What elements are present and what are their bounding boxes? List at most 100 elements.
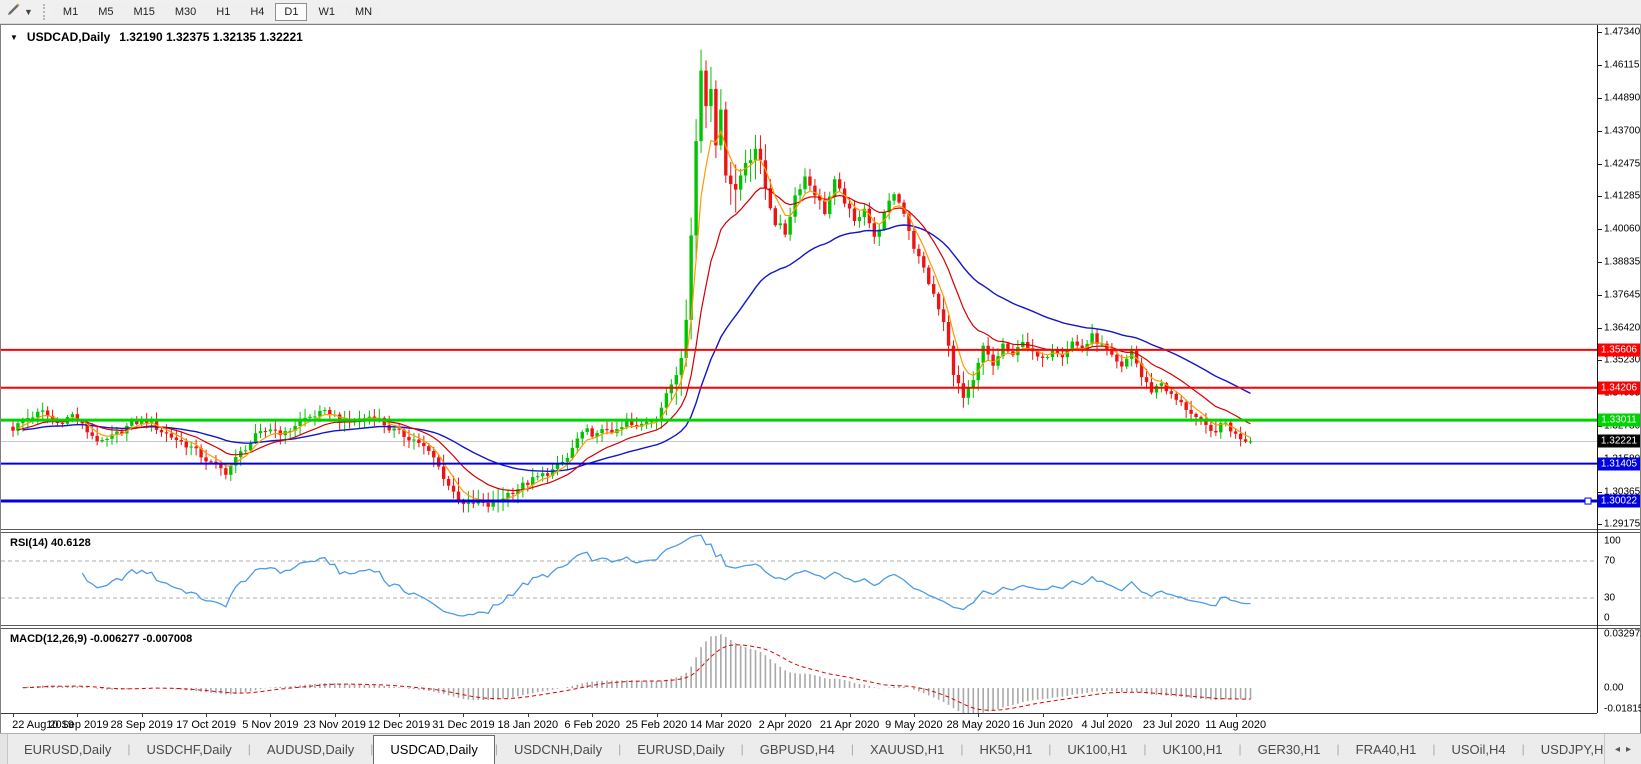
price-chart-canvas[interactable] [1, 25, 1597, 529]
tab-separator: | [1521, 742, 1525, 756]
price-tick-label: 1.43700 [1604, 125, 1641, 137]
date-tick [77, 714, 79, 717]
chart-tab-5[interactable]: EURUSD,Daily [637, 741, 725, 757]
price-tick [1598, 163, 1602, 165]
rsi-tick-label: 0 [1604, 612, 1610, 624]
price-tick [1598, 229, 1602, 231]
chart-tab-12[interactable]: FRA40,H1 [1355, 741, 1417, 757]
rsi-tick-label: 30 [1604, 592, 1616, 604]
date-tick [206, 714, 208, 717]
date-tick [463, 714, 465, 717]
tabbar-left-strip [0, 734, 8, 764]
ohlc-readout: 1.32190 1.32375 1.32135 1.32221 [119, 30, 303, 44]
date-label: 21 Apr 2020 [819, 719, 880, 731]
level-price-badge: 1.30022 [1598, 494, 1640, 508]
date-tick [592, 714, 594, 717]
timeframe-button-h1[interactable]: H1 [207, 2, 240, 21]
pane-separator[interactable] [1, 625, 1640, 629]
date-tick [1235, 714, 1237, 717]
chart-tab-14[interactable]: USDJPY,H1 [1540, 741, 1604, 757]
date-label: 5 Nov 2019 [242, 719, 299, 731]
date-tick [270, 714, 272, 717]
date-label: 17 Oct 2019 [176, 719, 237, 731]
collapse-arrow-icon[interactable]: ▼ [10, 32, 18, 42]
macd-tick-label: 0.032972 [1604, 628, 1641, 640]
date-tick [913, 714, 915, 717]
date-label: 28 May 2020 [946, 719, 1011, 731]
chart-tab-7[interactable]: XAUUSD,H1 [870, 741, 945, 757]
timeframe-button-h4[interactable]: H4 [241, 2, 274, 21]
timeframe-button-m15[interactable]: M15 [124, 2, 164, 21]
tab-scroll-left-icon[interactable]: ◂ [1614, 743, 1620, 755]
date-label: 12 Dec 2019 [367, 719, 431, 731]
chart-tab-0[interactable]: EURUSD,Daily [24, 741, 112, 757]
price-tick [1598, 195, 1602, 197]
pen-tool-icon[interactable] [6, 2, 21, 22]
price-tick-label: 1.46115 [1604, 59, 1640, 71]
chart-tab-13[interactable]: USOil,H4 [1451, 741, 1506, 757]
tab-scroll-right-icon[interactable]: ▸ [1625, 743, 1631, 755]
chart-tab-bar: EURUSD,Daily | USDCHF,Daily | AUDUSD,Daily | U… [0, 733, 1641, 764]
chart-tab-1[interactable]: USDCHF,Daily [146, 741, 232, 757]
tab-separator: | [740, 742, 744, 756]
chart-window[interactable]: ▼ USDCAD,Daily 1.32190 1.32375 1.32135 1… [0, 24, 1641, 735]
tab-separator: | [1048, 742, 1052, 756]
chart-tab-6[interactable]: GBPUSD,H4 [759, 741, 835, 757]
price-tick-label: 1.40060 [1604, 223, 1641, 235]
date-label: 16 Jun 2020 [1012, 719, 1073, 731]
chart-tab-3[interactable]: USDCAD,Daily [373, 735, 495, 764]
top-toolbar: ▼ M1 M5 M15 M30 H1 H4 D1 W1 MN [0, 0, 1641, 24]
rsi-pane-canvas[interactable] [1, 532, 1597, 625]
chart-tab-11[interactable]: GER30,H1 [1257, 741, 1321, 757]
date-tick [656, 714, 658, 717]
date-tick [1106, 714, 1108, 717]
date-tick [785, 714, 787, 717]
timeframe-button-mn[interactable]: MN [345, 2, 382, 21]
level-price-badge: 1.33011 [1598, 413, 1640, 427]
rsi-tick-label: 70 [1604, 555, 1616, 567]
timeframe-button-m30[interactable]: M30 [165, 2, 206, 21]
date-label: 14 Mar 2020 [689, 719, 752, 731]
tab-separator: | [247, 742, 251, 756]
current-price-badge: 1.32221 [1598, 434, 1640, 448]
price-tick-label: 1.41285 [1604, 190, 1641, 202]
timeframe-button-w1[interactable]: W1 [309, 2, 344, 21]
price-tick [1598, 98, 1602, 100]
time-axis[interactable]: 22 Aug 2019 10 Sep 2019 28 Sep 2019 17 Oct … [1, 713, 1597, 735]
price-tick [1598, 523, 1602, 525]
draw-tool-group[interactable]: ▼ [0, 2, 37, 22]
timeframe-button-m5[interactable]: M5 [89, 2, 123, 21]
date-label: 6 Feb 2020 [564, 719, 620, 731]
macd-pane-canvas[interactable] [1, 628, 1597, 713]
date-tick [334, 714, 336, 717]
line-endpoint-handle [1584, 497, 1592, 505]
date-label: 25 Feb 2020 [625, 719, 688, 731]
chart-tab-9[interactable]: UK100,H1 [1067, 741, 1128, 757]
tab-separator: | [1143, 742, 1147, 756]
date-label: 4 Jul 2020 [1081, 719, 1133, 731]
price-axis-line [1597, 25, 1598, 713]
date-label: 23 Nov 2019 [303, 719, 366, 731]
price-tick [1598, 491, 1602, 493]
pane-separator[interactable] [1, 529, 1640, 533]
chart-tabs: EURUSD,Daily | USDCHF,Daily | AUDUSD,Daily | U… [8, 734, 1604, 764]
level-price-badge: 1.35606 [1598, 343, 1640, 357]
date-tick [1171, 714, 1173, 717]
timeframe-button-m1[interactable]: M1 [53, 2, 88, 21]
dropdown-arrow-icon[interactable]: ▼ [24, 6, 33, 17]
price-tick [1598, 294, 1602, 296]
tab-separator: | [850, 742, 854, 756]
tab-separator: | [494, 742, 498, 756]
price-tick [1598, 426, 1602, 428]
price-tick-label: 1.36420 [1604, 322, 1641, 334]
level-price-badge: 1.31405 [1598, 457, 1640, 471]
date-tick [978, 714, 980, 717]
chart-tab-8[interactable]: HK50,H1 [979, 741, 1033, 757]
timeframe-button-d1[interactable]: D1 [275, 2, 308, 21]
price-tick-label: 1.47340 [1604, 26, 1641, 38]
chart-tab-10[interactable]: UK100,H1 [1162, 741, 1223, 757]
date-label: 18 Jan 2020 [497, 719, 559, 731]
chart-tab-4[interactable]: USDCNH,Daily [513, 741, 603, 757]
chart-tab-2[interactable]: AUDUSD,Daily [266, 741, 355, 757]
price-tick [1598, 327, 1602, 329]
